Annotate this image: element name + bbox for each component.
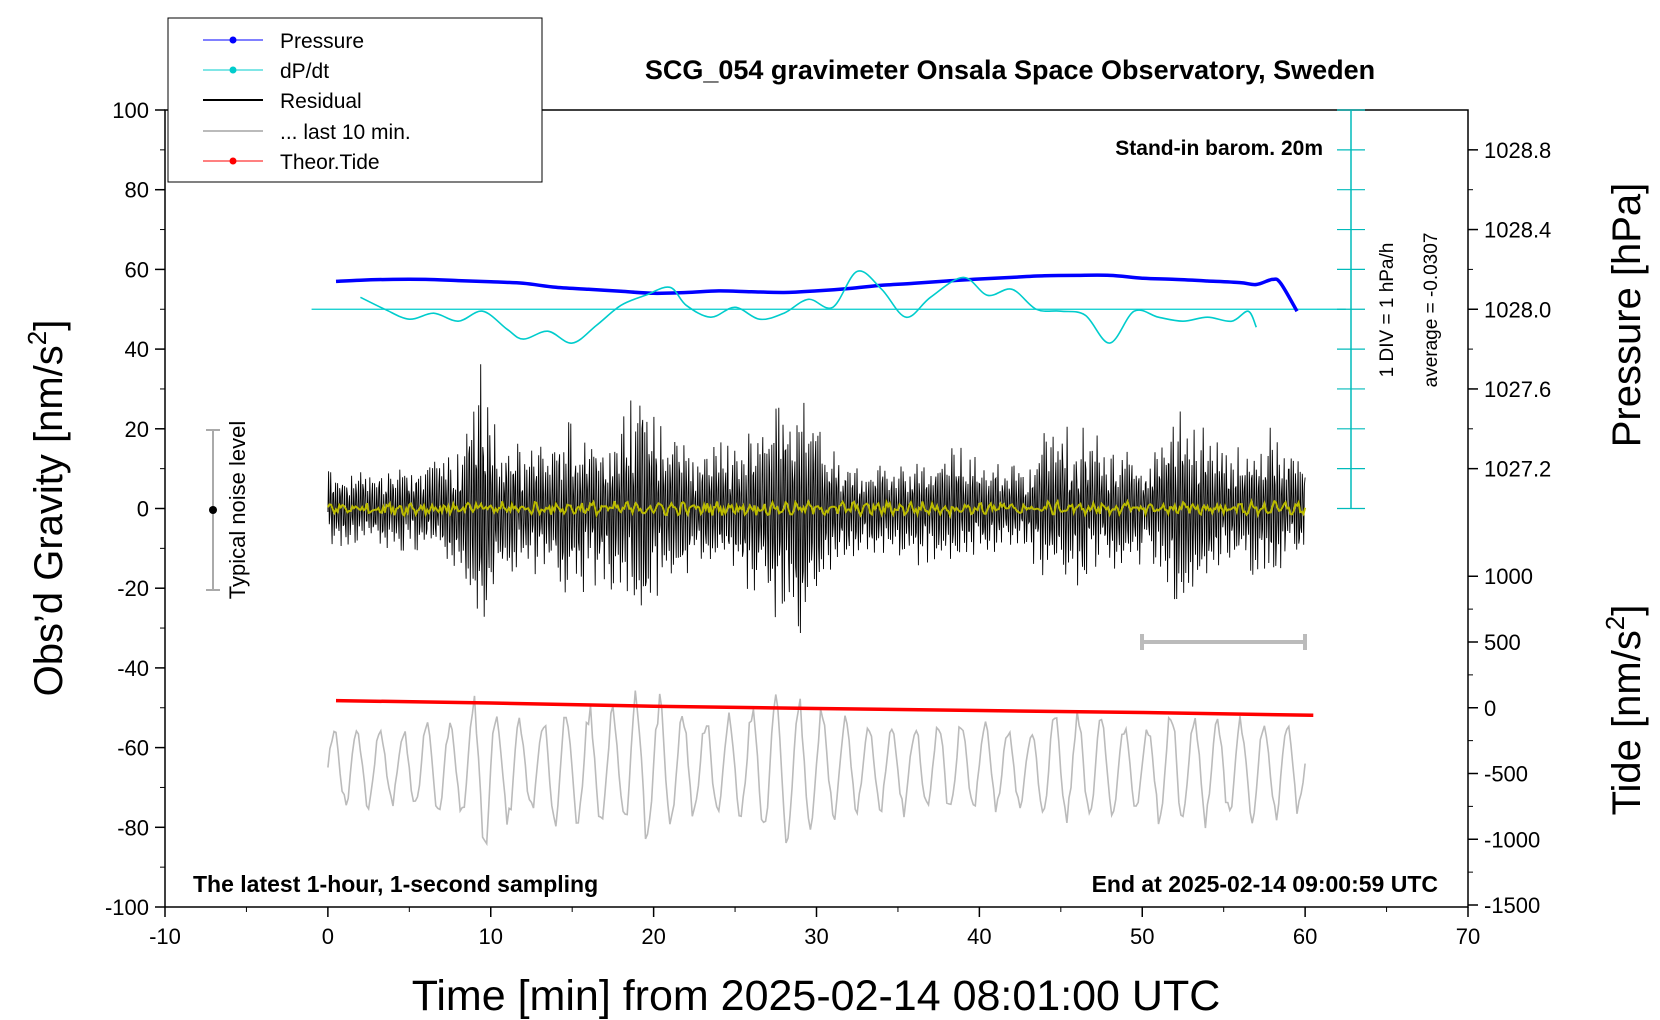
x-tick-label: 30 (804, 924, 828, 949)
y-axis-title-pressure: Pressure [hPa] (1605, 183, 1649, 448)
legend-pressure: Pressure (280, 30, 364, 53)
div-label: 1 DIV = 1 hPa/h (1377, 243, 1398, 378)
y-tick-label: -100 (105, 895, 149, 920)
series-layer (311, 270, 1346, 847)
y-tick-label: 40 (125, 337, 149, 362)
x-tick-label: 50 (1130, 924, 1154, 949)
svg-text:Tide [nm/s2]: Tide [nm/s2] (1600, 605, 1649, 816)
tide-tick-label: -1000 (1484, 827, 1540, 852)
tide-tick-label: -1500 (1484, 893, 1540, 918)
x-tick-label: 40 (967, 924, 991, 949)
bottom-right-note: End at 2025-02-14 09:00:59 UTC (1092, 871, 1438, 897)
tide-tick-label: 0 (1484, 696, 1496, 721)
x-tick-label: -10 (149, 924, 181, 949)
x-tick-label: 60 (1293, 924, 1317, 949)
dpdt-scale (1337, 109, 1365, 510)
tide-tick-label: 1000 (1484, 564, 1533, 589)
last-10-min-bracket (1140, 634, 1307, 650)
legend-dpdt: dP/dt (280, 60, 329, 83)
residual-line (327, 364, 1306, 634)
pressure-tick-label: 1027.2 (1484, 457, 1551, 482)
y-tick-label: 20 (125, 417, 149, 442)
series-dp-dt-line (360, 270, 1258, 344)
legend-theor-tide: Theor.Tide (280, 151, 380, 174)
tide-tick-label: -500 (1484, 762, 1528, 787)
pressure-tick-label: 1027.6 (1484, 377, 1551, 402)
noise-level-bracket (206, 429, 220, 591)
legend-residual: Residual (280, 90, 362, 113)
svg-text:Obs’d Gravity [nm/s2]: Obs’d Gravity [nm/s2] (22, 320, 71, 697)
stand-in-barometer-note: Stand-in barom. 20m (1115, 137, 1323, 160)
x-tick-label: 10 (479, 924, 503, 949)
x-tick-label: 0 (322, 924, 334, 949)
y-tick-label: -40 (117, 656, 149, 681)
y-tick-label: 0 (137, 497, 149, 522)
y-tick-label: 100 (112, 98, 149, 123)
series-pressure-line (335, 273, 1299, 313)
pressure-tick-label: 1028.8 (1484, 138, 1551, 163)
y-tick-label: 80 (125, 178, 149, 203)
tide-tick-label: 500 (1484, 630, 1521, 655)
y-axis-title-main: Obs’d Gravity [nm/s2] (22, 320, 71, 697)
series-theor-tide-line (335, 698, 1314, 718)
y-axis-title-tide-text: Tide [nm/s (1605, 630, 1649, 815)
legend-last-10-min: ... last 10 min. (280, 121, 411, 144)
last-10-min-line (327, 690, 1306, 847)
bottom-left-note: The latest 1-hour, 1-second sampling (193, 871, 598, 897)
x-tick-label: 70 (1456, 924, 1480, 949)
y-axis-title-main-text: Obs’d Gravity [nm/s (27, 345, 71, 696)
noise-level-label: Typical noise level (225, 421, 250, 600)
pressure-tick-label: 1028.0 (1484, 297, 1551, 322)
y-tick-label: -20 (117, 576, 149, 601)
x-tick-label: 20 (641, 924, 665, 949)
y-axis-title-tide: Tide [nm/s2] (1600, 605, 1649, 816)
y-tick-label: -60 (117, 736, 149, 761)
x-axis-title: Time [min] from 2025-02-14 08:01:00 UTC (412, 972, 1221, 1020)
legend: Pressure dP/dt Residual ... last 10 min.… (167, 17, 543, 183)
chart-title: SCG_054 gravimeter Onsala Space Observat… (645, 55, 1375, 85)
average-label: average = -0.0307 (1421, 233, 1442, 388)
residual-smoothed-line (327, 497, 1307, 520)
pressure-tick-label: 1028.4 (1484, 218, 1551, 243)
y-tick-label: 60 (125, 257, 149, 282)
axis-ticks: -10 0 10 20 30 40 50 60 70100806040200-20-40-60-… (105, 98, 1551, 949)
y-tick-label: -80 (117, 815, 149, 840)
